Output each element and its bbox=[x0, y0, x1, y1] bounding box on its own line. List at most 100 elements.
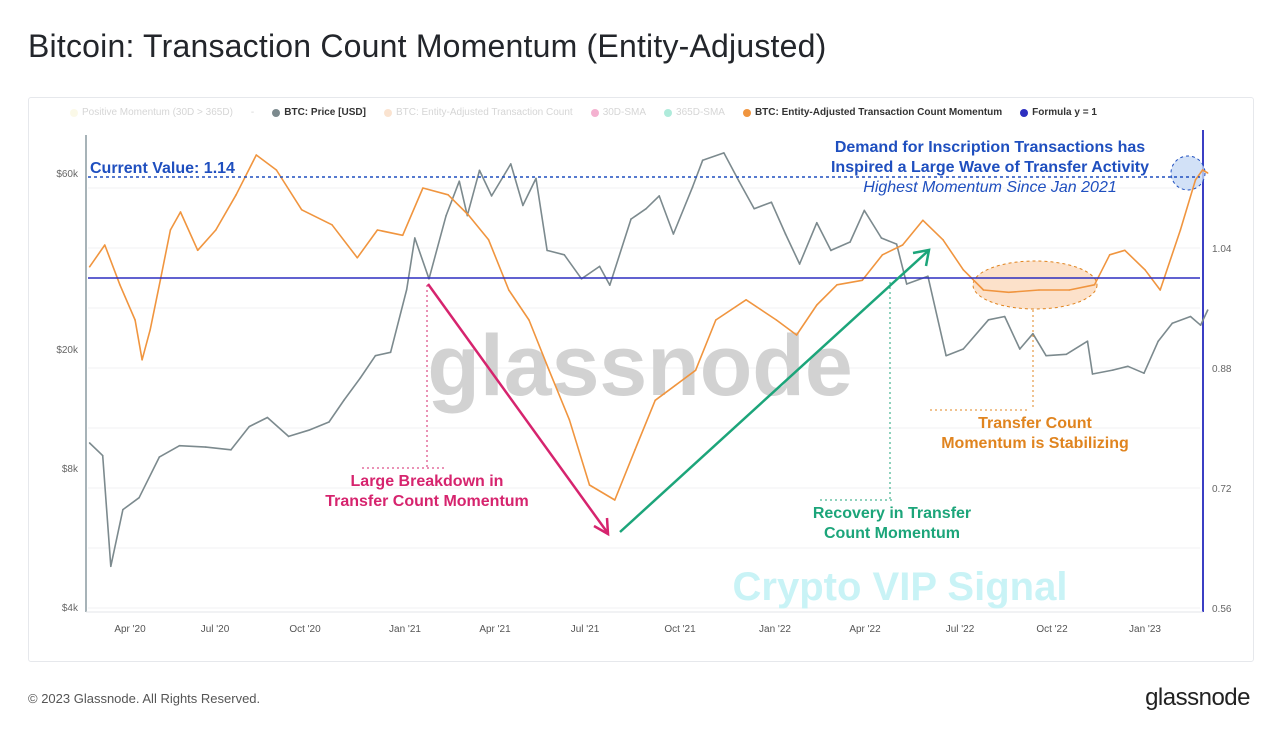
legend-label: 30D-SMA bbox=[602, 107, 647, 118]
btc-price-line-point bbox=[522, 204, 524, 207]
btc-price-line-point bbox=[1199, 324, 1202, 327]
btc-price-line-point bbox=[110, 565, 112, 568]
legend-item[interactable]: BTC: Entity-Adjusted Transaction Count M… bbox=[742, 107, 1003, 118]
btc-price-line-point bbox=[490, 195, 493, 197]
x-tick-label: Jul '22 bbox=[946, 624, 975, 635]
momentum-line-point bbox=[1201, 169, 1204, 171]
legend-item[interactable]: Positive Momentum (30D > 365D) bbox=[70, 107, 233, 118]
momentum-line-point bbox=[467, 214, 470, 216]
btc-price-line-point bbox=[230, 449, 232, 451]
momentum-line-point bbox=[356, 256, 359, 259]
momentum-line-point bbox=[88, 265, 91, 268]
momentum-line-point bbox=[694, 369, 697, 372]
btc-price-line-point bbox=[204, 446, 207, 448]
momentum-line-point bbox=[775, 319, 778, 321]
momentum-line-point bbox=[300, 208, 303, 211]
btc-price-line-point bbox=[849, 241, 851, 243]
x-tick-label: Jan '22 bbox=[759, 624, 791, 635]
momentum-line-point bbox=[331, 223, 333, 226]
momentum-line-point bbox=[836, 283, 838, 286]
legend-dot-icon bbox=[383, 108, 392, 117]
momentum-line-point bbox=[1093, 283, 1096, 286]
x-tick-label: Apr '21 bbox=[479, 624, 511, 635]
momentum-line-point bbox=[614, 499, 616, 501]
legend-item[interactable]: BTC: Price [USD] bbox=[272, 107, 366, 118]
momentum-line-point bbox=[548, 369, 550, 372]
btc-price-line-point bbox=[962, 348, 965, 350]
glassnode-watermark: glassnode bbox=[427, 318, 852, 414]
highest-momentum-circle bbox=[1170, 155, 1206, 191]
momentum-line-point bbox=[922, 219, 924, 222]
page-title: Bitcoin: Transaction Count Momentum (Ent… bbox=[28, 28, 827, 64]
momentum-line-point bbox=[275, 169, 278, 171]
x-tick-label: Jul '20 bbox=[201, 624, 230, 635]
annotation-stabilizing: Transfer Count bbox=[978, 415, 1092, 432]
momentum-line-point bbox=[634, 448, 636, 451]
legend-label: BTC: Entity-Adjusted Transaction Count M… bbox=[754, 107, 1003, 118]
momentum-line-point bbox=[103, 244, 106, 246]
btc-price-line-point bbox=[1111, 369, 1114, 371]
btc-price-line-point bbox=[248, 425, 250, 428]
momentum-line-point bbox=[447, 193, 449, 196]
btc-price-line-point bbox=[178, 444, 181, 447]
btc-price-line-point bbox=[101, 454, 104, 457]
btc-price-line-point bbox=[738, 180, 740, 183]
annotation-stabilizing: Momentum is Stabilizing bbox=[941, 435, 1129, 452]
btc-price-line-point bbox=[1045, 354, 1047, 357]
momentum-line-point bbox=[745, 298, 747, 301]
chart-legend: Positive Momentum (30D > 365D) - BTC: Pric… bbox=[70, 107, 1097, 118]
btc-price-line-point bbox=[863, 209, 866, 212]
btc-price-line-point bbox=[122, 508, 124, 511]
legend-dot-icon bbox=[742, 108, 751, 117]
legend-label: - bbox=[250, 107, 255, 118]
recovery-arrowhead-icon bbox=[912, 248, 931, 267]
momentum-line-point bbox=[962, 268, 965, 271]
annotation-recovery: Count Momentum bbox=[824, 525, 960, 542]
legend-item[interactable]: 365D-SMA bbox=[664, 107, 725, 118]
legend-label: Formula y = 1 bbox=[1032, 107, 1097, 118]
legend-item[interactable]: Formula y = 1 bbox=[1020, 107, 1097, 118]
momentum-line-point bbox=[1108, 253, 1111, 256]
annotation-inscription: Demand for Inscription Transactions has bbox=[835, 139, 1145, 156]
momentum-line-point bbox=[1124, 249, 1126, 252]
btc-price-line-point bbox=[1143, 372, 1145, 374]
y-left-tick-label: $4k bbox=[62, 603, 79, 614]
y-right-tick-label: 0.88 bbox=[1212, 364, 1232, 375]
btc-price-line-point bbox=[1157, 340, 1159, 342]
legend-label: 365D-SMA bbox=[676, 107, 725, 118]
momentum-line-point bbox=[942, 238, 944, 241]
momentum-line-point bbox=[1179, 229, 1182, 231]
btc-price-line-point bbox=[753, 207, 755, 210]
x-tick-label: Oct '21 bbox=[664, 624, 696, 635]
stabilizing-ellipse bbox=[972, 260, 1098, 310]
legend-label: BTC: Price [USD] bbox=[284, 107, 366, 118]
btc-price-line-point bbox=[895, 243, 898, 245]
momentum-line-point bbox=[674, 384, 677, 387]
current-value-label: Current Value: 1.14 bbox=[90, 160, 235, 177]
momentum-line-point bbox=[1159, 289, 1161, 291]
momentum-line-point bbox=[255, 154, 258, 156]
legend-item[interactable]: 30D-SMA bbox=[590, 107, 647, 118]
btc-price-line-point bbox=[672, 233, 675, 235]
btc-price-line-point bbox=[266, 416, 269, 419]
legend-item[interactable]: BTC: Entity-Adjusted Transaction Count bbox=[383, 107, 573, 118]
btc-price-line-point bbox=[478, 169, 481, 172]
breakdown-arrow bbox=[426, 283, 609, 533]
momentum-line-point bbox=[159, 279, 162, 282]
btc-price-line-point bbox=[509, 163, 512, 165]
legend-item[interactable]: - bbox=[251, 107, 254, 118]
btc-price-line-point bbox=[359, 377, 362, 379]
momentum-line-point bbox=[235, 193, 237, 196]
btc-price-line-point bbox=[927, 275, 929, 278]
momentum-line-point bbox=[715, 319, 717, 321]
btc-price-line-point bbox=[158, 456, 161, 458]
x-tick-label: Oct '20 bbox=[289, 624, 321, 635]
momentum-line-point bbox=[901, 244, 904, 246]
momentum-line-point bbox=[119, 283, 121, 286]
btc-price-line-point bbox=[691, 186, 694, 188]
momentum-line-point bbox=[215, 229, 217, 231]
btc-price-line-point bbox=[1019, 348, 1021, 350]
btc-price-line-point bbox=[546, 249, 548, 252]
